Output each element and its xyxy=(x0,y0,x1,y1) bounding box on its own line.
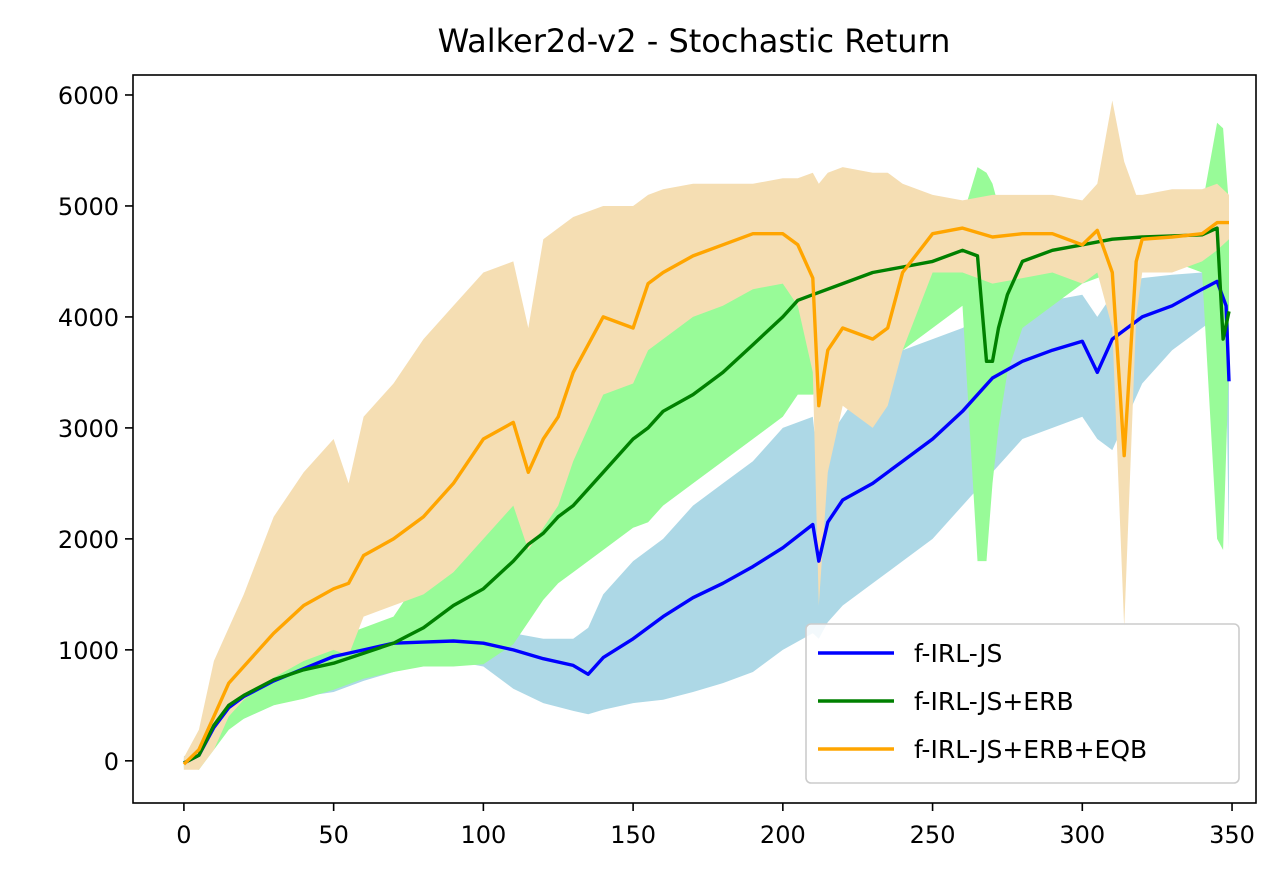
x-axis: 0 50 100 150 200 250 300 350 xyxy=(176,803,1255,849)
series-lines xyxy=(182,220,1231,766)
error-bands xyxy=(183,100,1229,770)
y-axis: 0 1000 2000 3000 4000 5000 6000 xyxy=(58,82,133,776)
y-tick-label: 6000 xyxy=(58,82,119,110)
legend-label-0: f-IRL-JS xyxy=(914,639,1002,668)
x-tick-label: 200 xyxy=(760,821,806,849)
series-band-2 xyxy=(183,100,1229,770)
x-tick-label: 0 xyxy=(176,821,191,849)
x-tick-label: 350 xyxy=(1209,821,1255,849)
y-tick-label: 5000 xyxy=(58,193,119,221)
x-tick-label: 250 xyxy=(910,821,956,849)
legend-label-2: f-IRL-JS+ERB+EQB xyxy=(914,735,1147,764)
series-line-0 xyxy=(183,279,1231,765)
y-tick-label: 1000 xyxy=(58,637,119,665)
x-tick-label: 50 xyxy=(318,821,349,849)
legend-label-1: f-IRL-JS+ERB xyxy=(914,687,1074,716)
x-tick-label: 100 xyxy=(460,821,506,849)
plot-frame xyxy=(132,74,1257,804)
y-tick-label: 4000 xyxy=(58,304,119,332)
x-tick-label: 300 xyxy=(1059,821,1105,849)
chart-title: Walker2d-v2 - Stochastic Return xyxy=(438,22,951,60)
y-tick-label: 2000 xyxy=(58,526,119,554)
y-tick-label: 0 xyxy=(104,748,119,776)
legend: f-IRL-JS f-IRL-JS+ERB f-IRL-JS+ERB+EQB xyxy=(805,623,1240,784)
y-tick-label: 3000 xyxy=(58,415,119,443)
series-band-1 xyxy=(183,122,1229,770)
series-line-2 xyxy=(182,220,1229,766)
legend-box xyxy=(805,623,1240,784)
x-tick-label: 150 xyxy=(610,821,656,849)
series-line-1 xyxy=(183,226,1231,765)
